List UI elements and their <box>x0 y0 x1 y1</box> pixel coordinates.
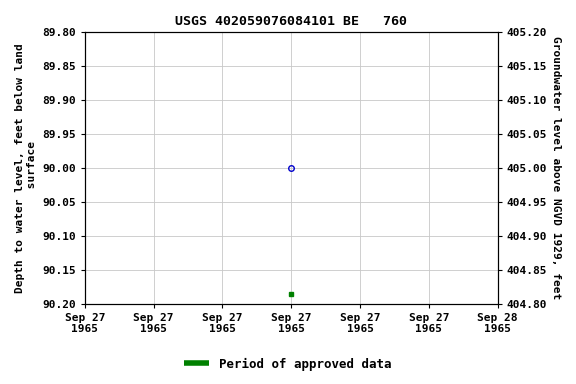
Title: USGS 402059076084101 BE   760: USGS 402059076084101 BE 760 <box>175 15 407 28</box>
Y-axis label: Depth to water level, feet below land
 surface: Depth to water level, feet below land su… <box>15 43 37 293</box>
Y-axis label: Groundwater level above NGVD 1929, feet: Groundwater level above NGVD 1929, feet <box>551 36 561 300</box>
Legend: Period of approved data: Period of approved data <box>179 353 397 376</box>
